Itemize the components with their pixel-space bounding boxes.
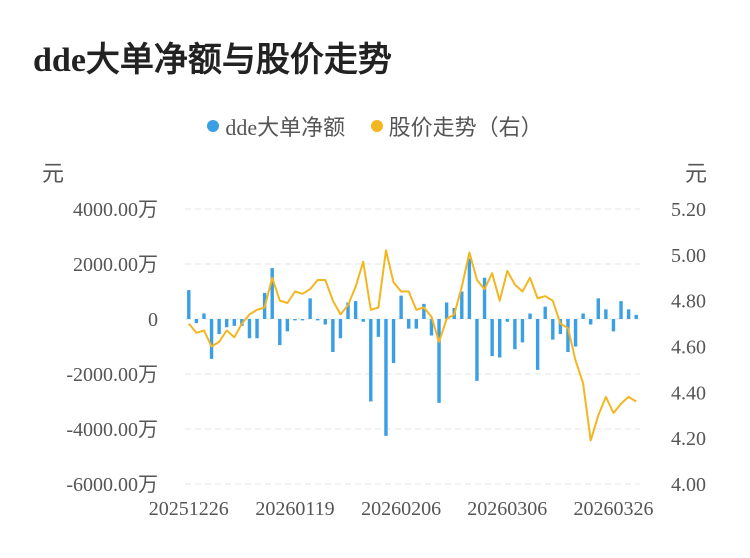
bar <box>581 313 585 319</box>
left-tick-label: -6000.00万 <box>66 474 158 496</box>
left-tick-label: -4000.00万 <box>66 419 158 441</box>
bar <box>558 319 563 335</box>
bar <box>323 319 327 325</box>
bar <box>444 302 449 319</box>
bar <box>551 319 555 340</box>
bar <box>520 319 525 343</box>
bar <box>596 298 600 319</box>
bar <box>467 258 472 319</box>
bar <box>505 319 509 322</box>
bar <box>285 319 290 332</box>
bar <box>247 319 252 339</box>
legend-item-line[interactable]: 股价走势（右） <box>370 110 543 142</box>
legend-line-marker <box>370 120 383 132</box>
bar <box>217 319 221 335</box>
bar <box>475 319 479 381</box>
bar <box>209 319 214 359</box>
x-tick-label: 20260206 <box>361 498 441 520</box>
bar <box>270 268 274 319</box>
bar <box>369 319 373 402</box>
bar <box>543 306 547 319</box>
right-tick-label: 5.00 <box>671 245 706 267</box>
bar <box>187 290 191 319</box>
x-tick-label: 20251226 <box>149 498 229 520</box>
bar <box>407 319 411 329</box>
right-tick-label: 5.20 <box>671 199 706 221</box>
bar <box>346 302 350 319</box>
bar <box>391 319 396 363</box>
x-tick-label: 20260306 <box>467 498 547 520</box>
legend-item-bar[interactable]: dde大单净额 <box>207 110 345 142</box>
bar <box>422 303 426 319</box>
bar <box>498 319 502 358</box>
x-tick-label: 20260326 <box>573 498 653 520</box>
bar <box>376 319 381 337</box>
bar <box>384 319 388 436</box>
bar <box>513 319 517 350</box>
bar <box>566 319 570 352</box>
bar <box>300 319 305 321</box>
bar <box>626 309 631 319</box>
bar <box>399 295 403 319</box>
right-tick-label: 4.60 <box>671 337 706 359</box>
bar <box>634 314 638 319</box>
bar <box>308 298 312 319</box>
left-tick-label: -2000.00万 <box>66 364 158 386</box>
price-line <box>188 249 637 442</box>
bar <box>232 319 236 326</box>
bar <box>316 319 320 321</box>
right-axis-unit: 元 <box>685 161 708 186</box>
bar <box>460 291 464 319</box>
bar <box>611 319 616 332</box>
bar <box>490 319 494 357</box>
chart-legend: dde大单净额 股价走势（右） <box>0 110 750 142</box>
bar <box>528 313 532 319</box>
x-tick-label: 20260119 <box>255 498 334 520</box>
bar <box>573 319 578 347</box>
bar <box>293 319 297 321</box>
right-tick-label: 4.40 <box>671 382 706 404</box>
legend-line-label: 股价走势（右） <box>388 115 543 140</box>
left-tick-label: 0 <box>148 309 158 331</box>
right-tick-label: 4.20 <box>671 428 706 450</box>
left-tick-label: 2000.00万 <box>73 254 158 276</box>
chart-title: dde大单净额与股价走势 <box>33 42 392 79</box>
bar <box>338 319 343 339</box>
bar <box>194 319 199 324</box>
bar <box>535 319 540 370</box>
bar <box>331 319 335 352</box>
bar <box>437 319 441 403</box>
bar <box>225 319 229 328</box>
bar <box>414 319 418 329</box>
bar <box>619 301 623 319</box>
bar <box>202 313 206 319</box>
legend-bar-marker <box>207 120 220 132</box>
bar <box>353 301 358 319</box>
left-axis-unit: 元 <box>42 161 65 186</box>
bar <box>589 319 593 325</box>
bar <box>429 319 434 336</box>
bar <box>482 277 487 319</box>
bar <box>278 319 282 346</box>
bar <box>361 319 365 322</box>
bar <box>255 319 259 339</box>
bar <box>604 309 608 319</box>
legend-bar-label: dde大单净额 <box>225 115 346 140</box>
left-tick-label: 4000.00万 <box>73 199 158 221</box>
right-tick-label: 4.00 <box>671 474 706 496</box>
right-tick-label: 4.80 <box>671 291 706 313</box>
